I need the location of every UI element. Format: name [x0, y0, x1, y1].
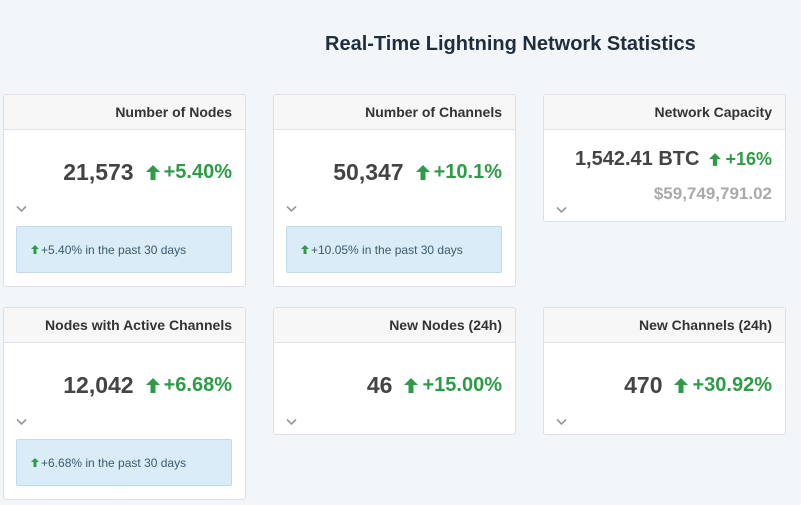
stat-value: 46	[366, 372, 393, 398]
stat-value: 12,042	[63, 372, 134, 398]
stat-row: 21,573 +5.40%	[63, 159, 232, 186]
info-text: +5.40% in the past 30 days	[41, 242, 187, 257]
stat-change: +30.92%	[674, 374, 772, 397]
stat-row: 46 +15.00%	[367, 372, 502, 399]
page-title: Real-Time Lightning Network Statistics	[325, 33, 696, 55]
card-header: New Channels (24h)	[544, 308, 785, 343]
chevron-down-icon[interactable]	[286, 205, 297, 213]
stat-change: +10.1%	[415, 161, 502, 184]
stat-row: 1,542.41 BTC +16%	[575, 148, 772, 171]
stat-value: 470	[624, 372, 663, 398]
card-network-capacity: Network Capacity 1,542.41 BTC +16% $59,7…	[543, 94, 786, 222]
stat-row: 470 +30.92%	[624, 372, 772, 399]
stat-value: 50,347	[333, 159, 404, 185]
stat-change-text: +16%	[725, 149, 772, 169]
chevron-down-icon[interactable]	[16, 205, 27, 213]
stat-change-text: +5.40%	[163, 161, 232, 183]
card-new-channels: New Channels (24h) 470 +30.92%	[543, 307, 786, 435]
stat-change-text: +30.92%	[692, 374, 772, 396]
card-header: Nodes with Active Channels	[4, 308, 245, 343]
arrow-up-icon	[145, 165, 160, 180]
stat-row: 12,042 +6.68%	[63, 372, 232, 399]
stat-change: +5.40%	[145, 161, 232, 184]
info-text: +6.68% in the past 30 days	[41, 455, 187, 470]
capacity-usd-value: $59,749,791.02	[653, 184, 772, 203]
card-new-nodes: New Nodes (24h) 46 +15.00%	[273, 307, 516, 435]
card-nodes-with-active-channels: Nodes with Active Channels 12,042 +6.68%…	[3, 307, 246, 500]
info-text: +10.05% in the past 30 days	[311, 242, 463, 257]
stat-change: +15.00%	[404, 374, 502, 397]
stat-value: 21,573	[63, 159, 134, 185]
chevron-down-icon[interactable]	[286, 418, 297, 426]
chevron-down-icon[interactable]	[16, 418, 27, 426]
stat-change: +6.68%	[145, 374, 232, 397]
stat-change-text: +15.00%	[422, 374, 502, 396]
card-number-of-nodes: Number of Nodes 21,573 +5.40% +5.40% in …	[3, 94, 246, 287]
card-number-of-channels: Number of Channels 50,347 +10.1% +10.05%…	[273, 94, 516, 287]
arrow-up-icon	[674, 378, 689, 393]
stat-row: 50,347 +10.1%	[333, 159, 502, 186]
arrow-up-icon	[31, 458, 39, 467]
card-header: New Nodes (24h)	[274, 308, 515, 343]
info-box: +6.68% in the past 30 days	[16, 439, 232, 486]
chevron-down-icon[interactable]	[556, 206, 567, 214]
arrow-up-icon	[415, 165, 430, 180]
card-header: Number of Nodes	[4, 95, 245, 130]
card-header: Network Capacity	[544, 95, 785, 130]
arrow-up-icon	[709, 153, 722, 166]
info-box: +10.05% in the past 30 days	[286, 226, 502, 273]
info-box: +5.40% in the past 30 days	[16, 226, 232, 273]
stat-value: 1,542.41 BTC	[574, 148, 700, 170]
chevron-down-icon[interactable]	[556, 418, 567, 426]
arrow-up-icon	[301, 245, 309, 254]
stat-change-text: +10.1%	[433, 161, 502, 183]
arrow-up-icon	[145, 378, 160, 393]
card-header: Number of Channels	[274, 95, 515, 130]
stat-change-text: +6.68%	[163, 374, 232, 396]
arrow-up-icon	[404, 378, 419, 393]
arrow-up-icon	[31, 245, 39, 254]
stat-change: +16%	[709, 149, 772, 170]
